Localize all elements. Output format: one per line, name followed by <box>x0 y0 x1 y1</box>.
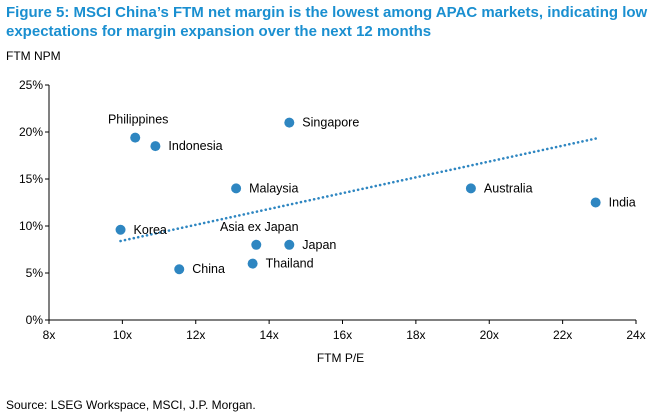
x-tick-label: 24x <box>626 328 645 342</box>
point-label-australia: Australia <box>484 181 533 195</box>
x-tick-label: 10x <box>113 328 132 342</box>
point-label-japan: Japan <box>302 238 336 252</box>
point-label-philippines: Philippines <box>108 113 168 127</box>
x-tick-label: 12x <box>186 328 205 342</box>
x-tick-label: 18x <box>406 328 425 342</box>
x-tick-label: 20x <box>480 328 499 342</box>
trendline <box>119 137 597 243</box>
point-singapore <box>284 117 295 128</box>
point-asia-ex-japan <box>251 239 262 250</box>
point-philippines <box>130 132 141 143</box>
point-label-asia-ex-japan: Asia ex Japan <box>220 220 299 234</box>
point-label-malaysia: Malaysia <box>249 181 298 195</box>
point-japan <box>284 239 295 250</box>
y-tick-label: 10% <box>19 219 43 233</box>
point-indonesia <box>150 141 161 152</box>
point-thailand <box>247 258 258 269</box>
point-label-china: China <box>192 262 225 276</box>
y-tick-label: 20% <box>19 125 43 139</box>
x-axis-label: FTM P/E <box>317 351 364 365</box>
point-india <box>590 197 601 208</box>
chart-title: Figure 5: MSCI China’s FTM net margin is… <box>6 4 648 40</box>
point-label-indonesia: Indonesia <box>168 139 222 153</box>
x-tick-label: 16x <box>333 328 352 342</box>
x-tick-label: 8x <box>43 328 56 342</box>
point-label-korea: Korea <box>134 223 167 237</box>
point-label-thailand: Thailand <box>266 257 314 271</box>
y-tick-label: 5% <box>26 266 44 280</box>
x-tick-label: 22x <box>553 328 572 342</box>
point-label-india: India <box>609 196 636 210</box>
y-tick-label: 0% <box>26 313 44 327</box>
source-note: Source: LSEG Workspace, MSCI, J.P. Morga… <box>6 398 256 412</box>
point-china <box>174 264 185 275</box>
point-australia <box>465 183 476 194</box>
y-tick-label: 25% <box>19 78 43 92</box>
point-label-singapore: Singapore <box>302 116 359 130</box>
x-tick-label: 14x <box>259 328 278 342</box>
y-tick-label: 15% <box>19 172 43 186</box>
point-malaysia <box>231 183 242 194</box>
y-axis-label: FTM NPM <box>6 49 61 63</box>
point-korea <box>115 224 126 235</box>
